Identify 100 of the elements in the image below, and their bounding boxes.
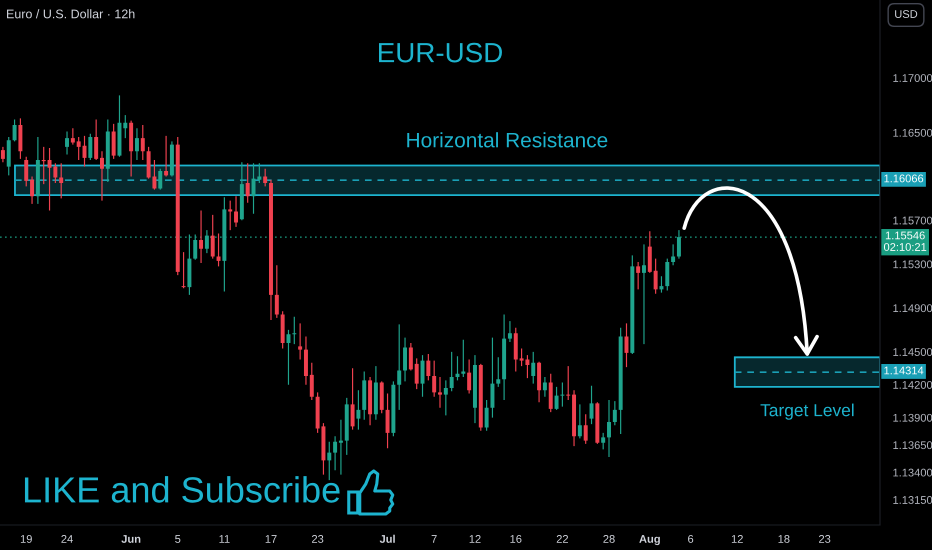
candlestick	[461, 340, 466, 378]
x-tick-label: 23	[819, 535, 830, 543]
candlestick	[0, 146, 5, 162]
candlestick	[380, 381, 384, 414]
candlestick	[170, 141, 174, 176]
candlestick	[514, 328, 518, 372]
x-tick-label: 11	[219, 535, 230, 543]
candlestick	[450, 352, 454, 392]
candlestick	[362, 372, 366, 420]
candlestick	[496, 357, 500, 387]
candlestick	[612, 401, 617, 426]
x-tick-label: 24	[61, 535, 73, 543]
candlestick	[525, 355, 530, 378]
candlestick	[456, 356, 460, 380]
candlestick	[228, 200, 232, 230]
candlestick	[82, 136, 86, 167]
x-tick-label: Jul	[380, 534, 395, 543]
x-tick-label: Jun	[121, 535, 140, 543]
candlestick	[199, 210, 204, 264]
candlestick	[240, 162, 244, 220]
candlestick	[246, 163, 250, 203]
candlestick	[36, 137, 40, 204]
candlestick	[158, 168, 162, 190]
candlestick	[554, 386, 559, 410]
x-tick-label: Aug	[639, 535, 660, 546]
y-tick-label: 1.13400	[893, 468, 932, 477]
candlestick	[484, 400, 489, 431]
candlestick	[210, 214, 215, 259]
candlestick	[508, 321, 512, 342]
candlestick	[280, 311, 285, 349]
text: EUR-USD	[379, 42, 502, 62]
candlestick	[420, 355, 424, 397]
candlestick	[578, 404, 582, 438]
ref-line-label: 1.14314	[884, 366, 924, 374]
y-tick-label: 1.13150	[893, 496, 932, 504]
candlestick	[94, 119, 98, 160]
y-tick-label: 1.16500	[893, 128, 932, 137]
candlestick	[595, 402, 600, 444]
candlestick	[350, 368, 355, 430]
candlestick	[53, 163, 58, 184]
candlestick	[274, 265, 279, 318]
y-tick-label: 1.14900	[893, 304, 932, 312]
band-label: Target Level	[760, 404, 854, 420]
y-tick-label: 1.17000	[893, 74, 932, 82]
candlestick	[24, 156, 28, 186]
candlestick	[665, 258, 670, 290]
x-tick-label: 17	[266, 535, 277, 543]
x-tick-label: 22	[556, 535, 568, 543]
ref-line-label: 1.15546 02:10:21	[884, 232, 926, 251]
candlestick	[531, 352, 536, 384]
candlestick	[134, 128, 139, 160]
x-tick-label: 6	[688, 535, 694, 543]
candlestick	[386, 393, 390, 448]
candlestick	[636, 262, 640, 290]
x-tick-label: 18	[778, 535, 790, 543]
candlestick	[140, 124, 145, 160]
candlestick	[548, 374, 553, 412]
y-tick-label: 1.13900	[893, 414, 932, 422]
candlestick	[659, 276, 664, 293]
y-tick-label: 1.15300	[893, 260, 932, 268]
candlestick	[572, 390, 576, 446]
band-label: Horizontal Resistance	[407, 132, 608, 148]
y-tick-label: 1.15700	[893, 216, 932, 224]
x-tick-label: 28	[603, 535, 615, 543]
annotation: LIKE and Subscribe	[24, 476, 340, 503]
candlestick	[490, 338, 494, 418]
candlestick	[18, 118, 22, 159]
candlestick	[426, 354, 430, 380]
candlestick	[542, 377, 547, 397]
candlestick	[467, 360, 472, 394]
candlestick	[403, 338, 408, 382]
candlestick	[321, 423, 326, 475]
candlestick	[590, 386, 594, 424]
candlestick	[65, 132, 69, 155]
candlestick	[601, 432, 606, 450]
candlestick	[356, 390, 360, 430]
candlestick	[584, 414, 588, 444]
candlestick	[444, 380, 448, 416]
candlestick	[88, 134, 92, 160]
candlestick	[333, 436, 338, 470]
candlestick	[129, 120, 134, 176]
x-tick-label: 16	[510, 535, 522, 543]
y-tick-label: 1.14500	[893, 348, 932, 356]
candlestick	[286, 330, 290, 385]
candlestick	[618, 328, 623, 434]
candlestick	[432, 360, 436, 397]
candlestick	[146, 146, 151, 179]
candlestick	[42, 146, 46, 184]
candlestick	[112, 124, 116, 159]
candlestick	[100, 151, 104, 201]
ref-line-label: 1.16066	[884, 174, 924, 182]
candlestick	[117, 95, 122, 157]
candlestick	[344, 398, 349, 455]
candlestick	[252, 163, 256, 214]
candlestick	[374, 366, 378, 420]
candlestick	[48, 148, 52, 210]
candlestick	[216, 233, 221, 266]
x-tick-label: 23	[312, 535, 324, 543]
candlestick	[642, 244, 646, 344]
candlestick	[316, 392, 320, 433]
